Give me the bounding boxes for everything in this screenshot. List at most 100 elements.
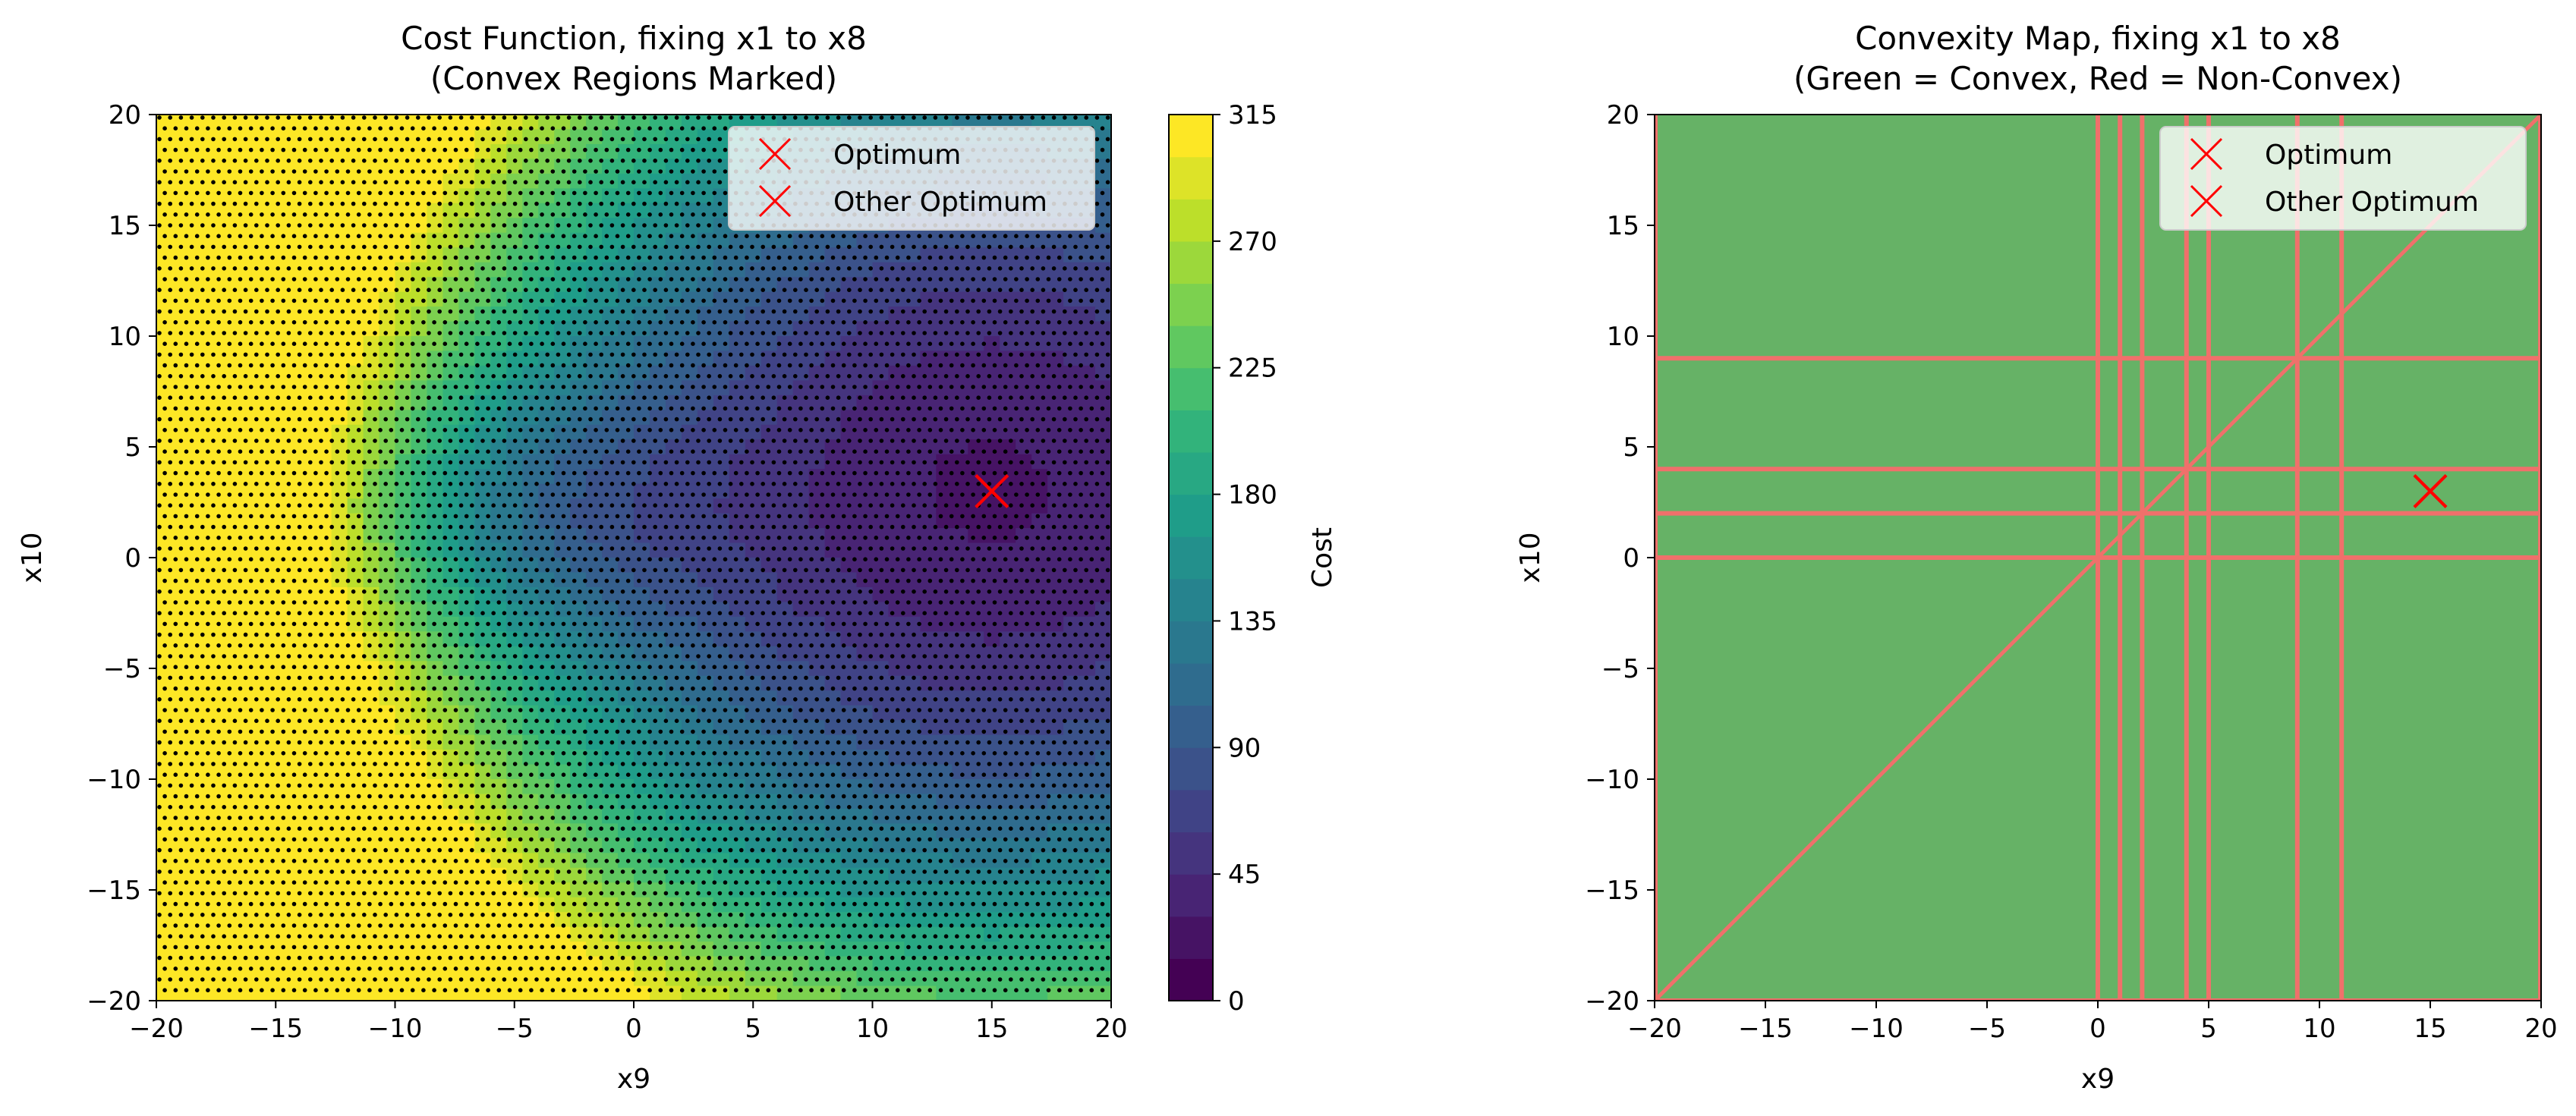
convex-dot [383,201,389,206]
convex-dot [943,266,949,271]
cost-heatmap-cell [506,365,523,381]
cost-heatmap-cell [235,602,253,618]
cost-heatmap-cell [1031,542,1048,558]
cost-heatmap-cell [665,129,682,145]
cost-heatmap-cell [187,410,205,426]
cost-heatmap-cell [474,882,491,898]
cost-heatmap-cell [1031,823,1048,839]
cost-heatmap-cell [713,307,730,322]
cost-heatmap-cell [363,750,380,765]
convex-dot [286,115,291,120]
cost-heatmap-cell [1063,439,1080,455]
cost-heatmap-cell [888,307,905,322]
cost-heatmap-cell [251,942,269,957]
convex-dot [189,201,194,206]
convex-dot [550,277,556,281]
cost-heatmap-cell [235,853,253,869]
cost-heatmap-cell [235,838,253,854]
cost-heatmap-cell [458,262,475,278]
cost-heatmap-cell [888,232,905,248]
convex-dot [270,255,275,260]
convex-dot [206,147,210,152]
cost-heatmap-cell [984,351,1000,366]
cost-heatmap-cell [984,542,1000,558]
cost-heatmap-cell [824,646,842,662]
convex-dot [442,147,448,152]
cost-heatmap-cell [808,882,826,898]
cost-heatmap-cell [315,572,332,588]
cost-heatmap-cell [490,705,507,721]
cost-heatmap-cell [347,558,364,574]
cost-heatmap-cell [203,321,221,337]
cost-heatmap-cell [634,750,650,765]
convex-dot [620,159,625,163]
cost-heatmap-cell [219,586,237,602]
cost-heatmap-cell [1063,454,1080,470]
cost-heatmap-cell [538,188,555,204]
cost-heatmap-cell [729,528,746,544]
convex-dot [362,115,367,120]
convex-dot [211,244,216,250]
cost-heatmap-cell [219,498,237,514]
cost-heatmap-cell [968,764,984,780]
convex-dot [674,137,679,142]
convex-dot [458,115,464,120]
convex-dot [615,277,620,281]
cost-heatmap-cell [586,143,603,159]
cost-heatmap-cell [649,351,666,366]
convex-dot [373,115,377,120]
cost-heatmap-cell [315,558,332,574]
cost-heatmap-cell [506,321,523,337]
convex-dot [286,223,291,228]
cost-heatmap-cell [920,439,937,455]
cost-heatmap-cell [968,942,984,957]
cost-heatmap-cell [888,469,905,485]
cost-heatmap-cell [1047,867,1064,883]
cost-heatmap-cell [665,897,682,913]
convex-dot [351,201,356,206]
cost-heatmap-cell [1000,351,1016,366]
cost-heatmap-cell [649,321,666,337]
convex-dot [297,180,302,184]
cost-heatmap-cell [251,528,269,544]
cost-heatmap-cell [522,262,539,278]
cost-heatmap-cell [315,631,332,647]
cost-heatmap-cell [379,853,396,869]
convex-dot [491,266,496,271]
cost-heatmap-cell [602,646,619,662]
cost-heatmap-cell [602,572,619,588]
cost-heatmap-cell [331,321,348,337]
cost-heatmap-cell [251,750,269,765]
convex-dot [302,169,307,174]
cost-heatmap-cell [554,956,571,972]
cost-heatmap-cell [729,307,746,322]
cost-heatmap-cell [920,513,937,529]
cost-heatmap-cell [856,942,874,957]
cost-heatmap-cell [665,336,682,352]
cost-heatmap-cell [872,867,890,883]
cost-heatmap-cell [761,513,778,529]
cost-heatmap-cell [299,115,316,130]
cost-heatmap-cell [713,926,730,942]
cost-heatmap-cell [920,823,937,839]
convex-dot [324,234,329,239]
cost-heatmap-cell [920,720,937,736]
cost-heatmap-cell [904,380,921,396]
convex-dot [960,255,965,260]
convex-dot [281,234,286,239]
cost-heatmap-cell [427,528,443,544]
convex-dot [604,277,609,281]
cost-heatmap-cell [235,291,253,307]
cost-heatmap-cell [299,469,316,485]
convex-dot [1030,244,1034,250]
cost-heatmap-cell [315,942,332,957]
convex-dot [378,277,383,281]
convex-dot [416,159,420,163]
convex-dot [394,266,399,271]
cost-heatmap-cell [458,513,475,529]
convex-dot [992,255,997,260]
cost-heatmap-cell [649,129,666,145]
convex-dot [631,180,636,184]
cost-heatmap-cell [1016,410,1032,426]
cost-heatmap-cell [952,926,968,942]
